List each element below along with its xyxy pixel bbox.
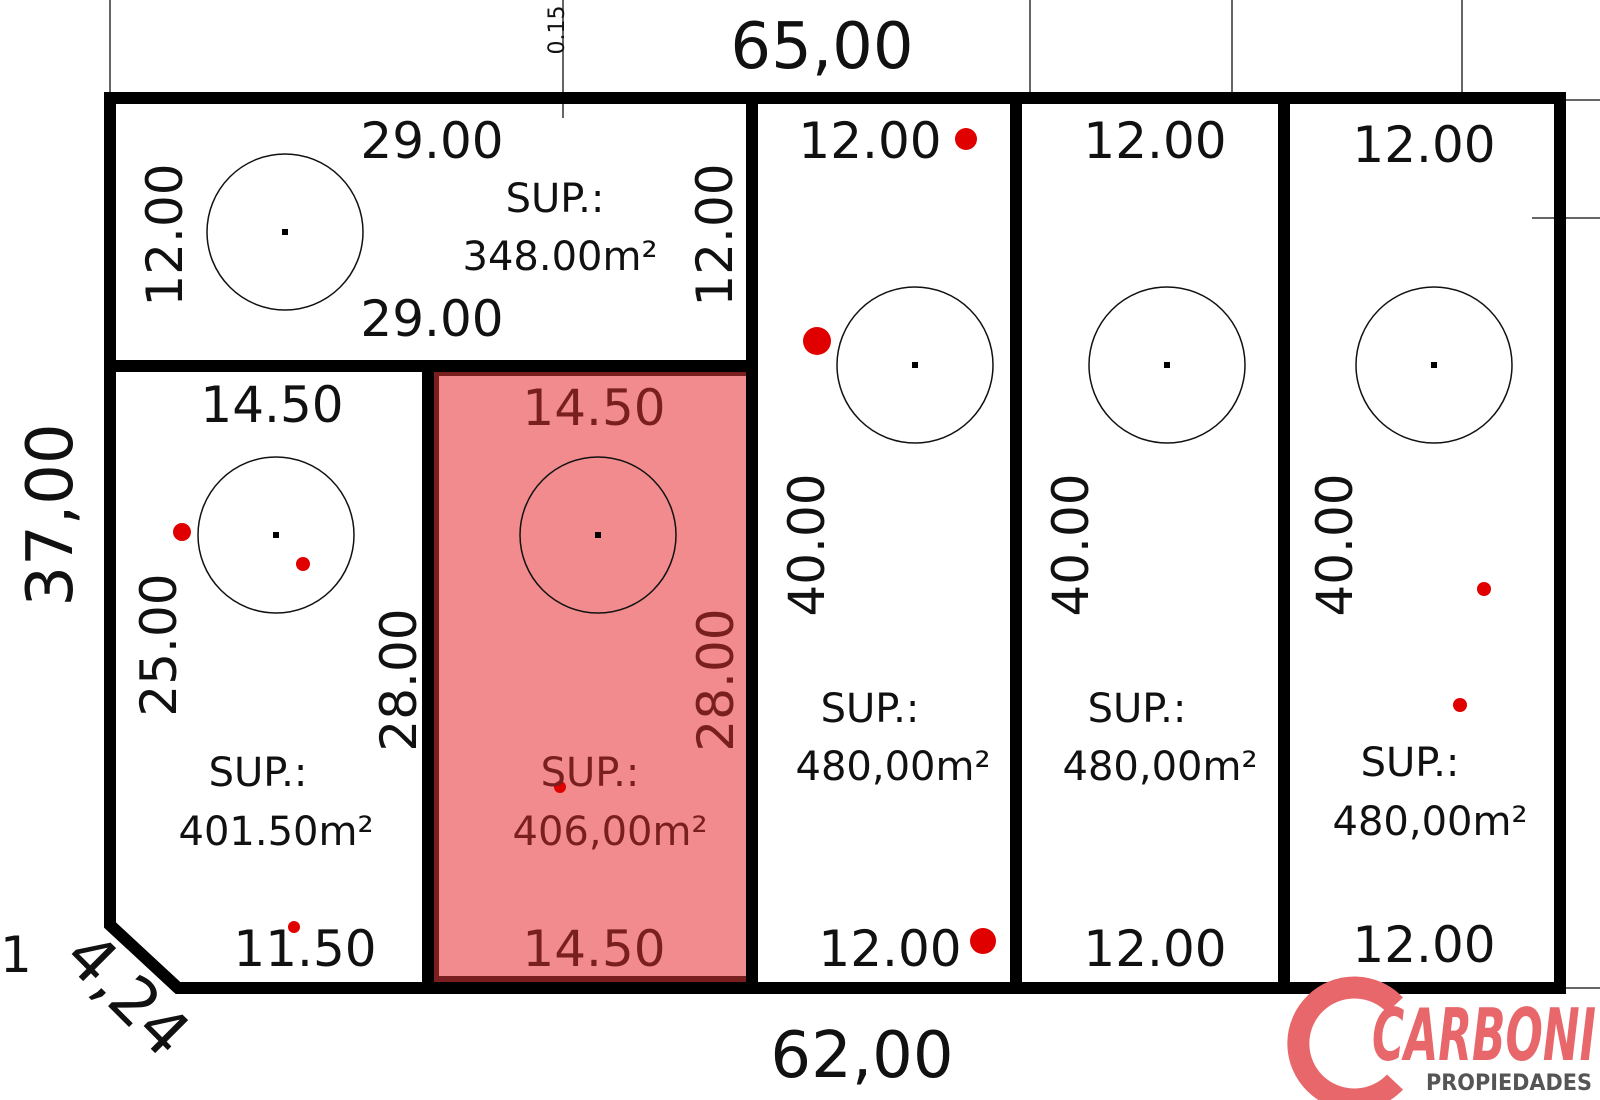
left-side-label: 37,00 — [14, 423, 88, 606]
marker-icon — [970, 928, 996, 954]
top-frontage-label: 65,00 — [730, 10, 913, 84]
lot-col-2-area: 480,00m² — [1063, 744, 1258, 790]
tree-icon — [519, 456, 677, 614]
lot-highlighted[interactable]: 14.50 14.50 28.00 SUP.: 406,00m² — [513, 379, 745, 978]
lot-top-left-top: 29.00 — [360, 112, 503, 170]
lot-col-3-area: 480,00m² — [1333, 799, 1528, 845]
lot-col-1-top: 12.00 — [798, 112, 941, 170]
red-markers — [173, 128, 1491, 954]
tree-icon — [1088, 286, 1246, 444]
lot-top-left-left: 12.00 — [136, 163, 194, 306]
lot-corner-left: 25.00 — [130, 573, 188, 716]
lot-col-2-side: 40.00 — [1042, 473, 1100, 616]
lot-col-3-side: 40.00 — [1306, 473, 1364, 616]
lot-col-1-bottom: 12.00 — [818, 920, 961, 978]
offset-mark-label: 0.15 — [545, 6, 570, 55]
tree-centers — [273, 229, 1437, 538]
tree-icon — [836, 286, 994, 444]
marker-icon — [1453, 698, 1467, 712]
lot-top-left-sup: SUP.: — [506, 176, 605, 222]
lot-col-1-side: 40.00 — [778, 473, 836, 616]
lot-col-1[interactable]: 12.00 12.00 40.00 SUP.: 480,00m² — [778, 112, 990, 978]
chamfer-label: 4,24 — [50, 919, 203, 1072]
lot-col-3-bottom: 12.00 — [1352, 916, 1495, 974]
lot-corner[interactable]: 14.50 11.50 25.00 28.00 SUP.: 401.50m² — [130, 376, 428, 978]
lot-highlighted-bottom: 14.50 — [522, 920, 665, 978]
lot-corner-right: 28.00 — [370, 608, 428, 751]
edge-fragment-left: 1 — [0, 926, 32, 984]
lot-highlighted-area[interactable] — [431, 368, 756, 984]
lot-top-left-area: 348.00m² — [463, 234, 658, 280]
marker-icon — [173, 523, 191, 541]
lot-dividers — [110, 98, 1290, 988]
lot-corner-sup: SUP.: — [209, 750, 308, 796]
lot-col-3-sup: SUP.: — [1361, 740, 1460, 786]
lot-col-3[interactable]: 12.00 12.00 40.00 SUP.: 480,00m² — [1306, 116, 1527, 974]
logo-name: CARBONI — [1372, 993, 1596, 1077]
marker-icon — [288, 921, 300, 933]
lot-corner-bottom: 11.50 — [233, 920, 376, 978]
tree-icon — [1355, 286, 1513, 444]
lot-top-left[interactable]: 29.00 29.00 12.00 12.00 SUP.: 348.00m² — [136, 112, 744, 348]
bottom-frontage-label: 62,00 — [770, 1019, 953, 1093]
marker-icon — [296, 557, 310, 571]
marker-icon — [1477, 582, 1491, 596]
logo-c-icon — [1287, 976, 1403, 1100]
lot-highlighted-sup: SUP.: — [541, 750, 640, 796]
lot-highlighted-top: 14.50 — [522, 379, 665, 437]
lot-col-2[interactable]: 12.00 12.00 40.00 SUP.: 480,00m² — [1042, 112, 1257, 978]
lot-highlighted-area: 406,00m² — [513, 809, 708, 855]
lot-col-2-sup: SUP.: — [1088, 686, 1187, 732]
block-outline — [104, 92, 1566, 994]
lot-highlighted-right: 28.00 — [687, 608, 745, 751]
marker-icon — [803, 327, 831, 355]
lot-col-3-top: 12.00 — [1352, 116, 1495, 174]
tree-icon — [197, 456, 355, 614]
lot-col-2-top: 12.00 — [1083, 112, 1226, 170]
carboni-logo: CARBONI PROPIEDADES — [1287, 976, 1596, 1100]
logo-tagline: PROPIEDADES — [1426, 1071, 1592, 1096]
marker-icon — [955, 128, 977, 150]
lot-col-1-sup: SUP.: — [821, 686, 920, 732]
tree-icon — [206, 153, 364, 311]
tree-symbols — [197, 153, 1513, 614]
lot-top-left-bottom: 29.00 — [360, 290, 503, 348]
lot-corner-area: 401.50m² — [179, 809, 374, 855]
lot-corner-top: 14.50 — [200, 376, 343, 434]
lot-col-1-area: 480,00m² — [796, 744, 991, 790]
lot-col-2-bottom: 12.00 — [1083, 920, 1226, 978]
lot-top-left-right: 12.00 — [686, 163, 744, 306]
marker-icon — [554, 781, 566, 793]
